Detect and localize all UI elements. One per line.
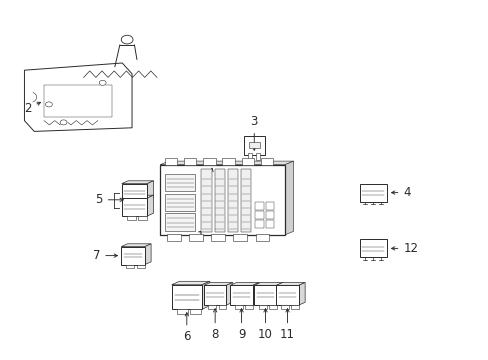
Bar [122, 198, 147, 216]
Circle shape [60, 120, 67, 125]
Bar [189, 234, 203, 241]
Circle shape [99, 80, 106, 85]
Bar [233, 234, 247, 241]
Polygon shape [160, 161, 293, 165]
Bar [138, 216, 147, 220]
Bar [136, 265, 144, 268]
Bar [230, 285, 252, 305]
Bar [208, 305, 216, 309]
Bar [247, 153, 252, 160]
Text: 2: 2 [24, 102, 41, 114]
Bar [359, 239, 386, 257]
Text: 8: 8 [211, 309, 219, 341]
Polygon shape [122, 181, 153, 184]
Text: 12: 12 [391, 242, 418, 255]
Text: 9: 9 [237, 309, 245, 341]
Bar [268, 305, 276, 309]
Bar [218, 305, 226, 309]
Bar [290, 305, 298, 309]
Polygon shape [203, 283, 232, 285]
Bar [227, 169, 238, 232]
Text: 10: 10 [258, 309, 272, 341]
Text: 4: 4 [391, 186, 410, 199]
Polygon shape [226, 283, 232, 305]
Polygon shape [276, 283, 283, 305]
Bar [260, 158, 272, 165]
Bar [240, 169, 251, 232]
Bar [254, 285, 276, 305]
Polygon shape [122, 195, 153, 198]
Bar [138, 202, 147, 205]
Bar [211, 234, 224, 241]
Bar [214, 169, 224, 232]
Bar [280, 305, 288, 309]
Polygon shape [147, 195, 153, 216]
Polygon shape [147, 181, 153, 202]
FancyBboxPatch shape [244, 136, 264, 155]
Bar [126, 216, 136, 220]
Polygon shape [276, 283, 305, 285]
Polygon shape [121, 244, 151, 247]
Polygon shape [202, 281, 209, 309]
Bar [121, 247, 144, 265]
Polygon shape [284, 161, 293, 235]
Circle shape [45, 102, 52, 107]
Bar [254, 202, 263, 210]
Polygon shape [252, 283, 259, 305]
Bar [254, 211, 263, 219]
Bar [165, 213, 195, 230]
Text: 11: 11 [280, 309, 294, 341]
Bar [222, 158, 234, 165]
Text: 5: 5 [95, 193, 123, 206]
Polygon shape [254, 283, 283, 285]
Bar [201, 169, 212, 232]
Text: 7: 7 [93, 249, 117, 262]
Bar [165, 158, 177, 165]
Bar [255, 234, 268, 241]
Bar [234, 305, 242, 309]
Bar [126, 202, 136, 205]
Bar [359, 184, 386, 202]
Bar [248, 142, 259, 148]
Bar [241, 158, 253, 165]
Bar [184, 158, 196, 165]
Bar [165, 194, 195, 211]
Bar [203, 158, 215, 165]
Bar [171, 285, 202, 309]
Polygon shape [230, 283, 259, 285]
Polygon shape [144, 244, 151, 265]
Polygon shape [171, 281, 209, 285]
Bar [122, 184, 147, 202]
Text: 6: 6 [183, 313, 190, 343]
Bar [256, 153, 260, 160]
Circle shape [121, 35, 133, 44]
Bar [203, 285, 226, 305]
Bar [126, 265, 134, 268]
Bar [167, 234, 181, 241]
Text: 1: 1 [196, 168, 213, 243]
Bar [165, 174, 195, 191]
Bar [265, 220, 274, 228]
Polygon shape [298, 283, 305, 305]
Bar [265, 211, 274, 219]
Bar [177, 309, 188, 314]
Text: 3: 3 [250, 115, 258, 150]
Bar [189, 309, 201, 314]
Bar [276, 285, 298, 305]
Bar [258, 305, 266, 309]
Bar [254, 220, 263, 228]
Polygon shape [24, 63, 132, 131]
Bar [244, 305, 252, 309]
Bar [160, 165, 284, 235]
Bar [265, 202, 274, 210]
